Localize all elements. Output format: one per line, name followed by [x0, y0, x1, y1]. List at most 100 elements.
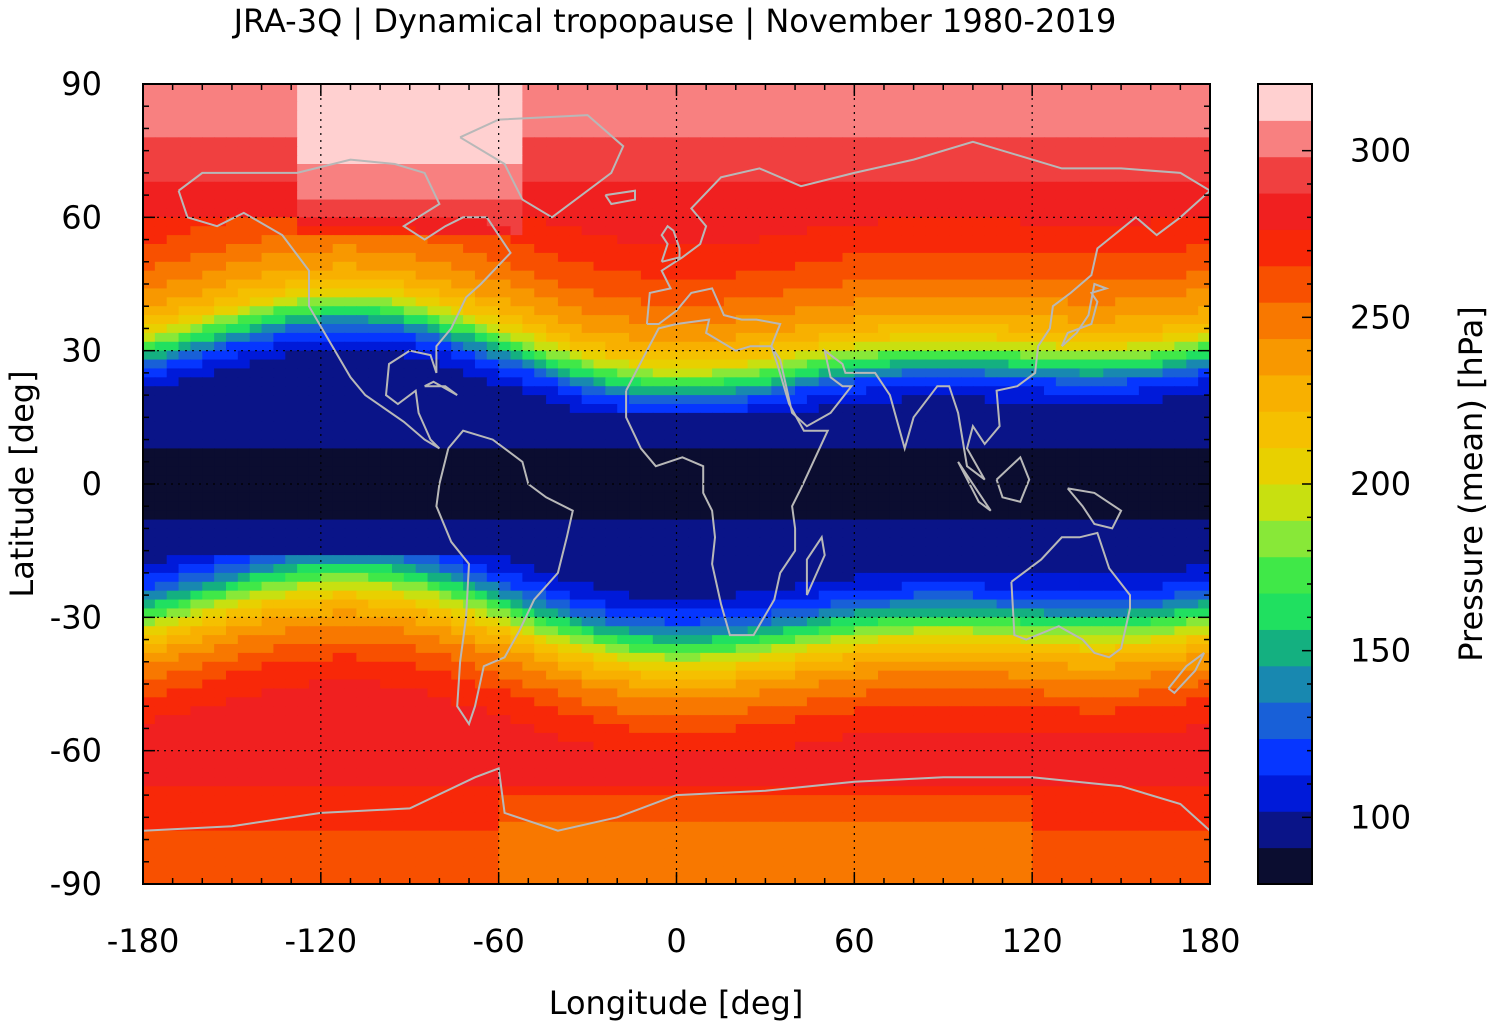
field-cell [925, 226, 938, 236]
field-cell [806, 412, 820, 423]
field-cell [214, 244, 227, 254]
field-cell [581, 501, 595, 512]
field-cell [415, 484, 429, 494]
field-cell [984, 252, 998, 263]
field-cell [427, 395, 440, 405]
field-cell [1186, 288, 1199, 298]
field-cell [806, 146, 820, 156]
field-cell [332, 261, 346, 272]
field-cell [451, 555, 464, 565]
field-cell [368, 297, 381, 307]
field-cell [795, 430, 808, 441]
field-cell [474, 270, 488, 281]
field-cell [1198, 226, 1210, 236]
field-cell [439, 528, 452, 538]
field-cell [652, 252, 666, 263]
field-cell [984, 146, 998, 156]
field-cell [474, 101, 488, 112]
field-cell [332, 84, 346, 94]
field-cell [1174, 137, 1187, 147]
field-cell [676, 501, 689, 512]
field-cell [996, 359, 1010, 370]
field-cell [783, 92, 796, 103]
field-cell [498, 155, 512, 165]
field-cell [1198, 208, 1210, 218]
field-cell [451, 164, 464, 174]
field-cell [1079, 439, 1093, 450]
field-cell [534, 226, 547, 236]
field-cell [1032, 555, 1045, 565]
field-cell [356, 404, 369, 414]
field-cell [546, 92, 559, 103]
field-cell [949, 484, 962, 494]
field-cell [415, 546, 429, 556]
field-cell [166, 528, 180, 538]
field-cell [1186, 297, 1199, 307]
field-cell [972, 84, 986, 94]
field-cell [972, 492, 986, 503]
field-cell [498, 448, 512, 458]
field-cell [249, 501, 263, 512]
field-cell [889, 164, 903, 174]
field-cell [937, 235, 950, 245]
field-cell [356, 235, 369, 245]
field-cell [1032, 226, 1045, 236]
field-cell [202, 377, 215, 387]
field-cell [1162, 421, 1176, 432]
field-cell [344, 368, 357, 378]
field-cell [842, 244, 855, 254]
field-cell [510, 172, 523, 183]
field-cell [878, 92, 891, 103]
field-cell [996, 119, 1010, 130]
field-cell [629, 261, 642, 272]
field-cell [214, 439, 227, 450]
field-cell [1115, 368, 1128, 378]
field-cell [261, 306, 275, 316]
field-cell [1162, 252, 1176, 263]
field-cell [154, 190, 168, 201]
field-cell [818, 510, 832, 521]
field-cell [937, 395, 950, 405]
field-cell [1020, 421, 1033, 432]
field-cell [1008, 546, 1021, 556]
field-cell [925, 84, 938, 94]
field-cell [842, 84, 855, 94]
field-cell [368, 510, 381, 521]
field-cell [1079, 288, 1093, 298]
field-cell [688, 537, 701, 547]
field-cell [308, 395, 322, 405]
field-cell [1150, 146, 1164, 156]
field-cell [783, 421, 796, 432]
field-cell [403, 110, 417, 121]
field-cell [320, 341, 334, 352]
field-cell [889, 101, 903, 112]
field-cell [1174, 324, 1187, 334]
field-cell [344, 261, 357, 272]
field-cell [581, 164, 595, 174]
field-cell [166, 110, 180, 121]
field-cell [1055, 199, 1069, 210]
field-cell [546, 324, 559, 334]
field-cell [771, 501, 784, 512]
field-cell [1138, 244, 1152, 254]
field-cell [391, 555, 405, 565]
field-cell [901, 368, 915, 378]
field-cell [178, 466, 192, 476]
field-cell [605, 226, 618, 236]
field-cell [795, 288, 808, 298]
field-cell [202, 297, 215, 307]
field-cell [190, 110, 203, 121]
field-cell [1127, 546, 1140, 556]
field-cell [249, 404, 263, 414]
field-cell [1044, 252, 1057, 263]
field-cell [1186, 564, 1199, 574]
field-cell [1067, 421, 1081, 432]
field-cell [534, 190, 547, 201]
field-cell [949, 386, 962, 396]
field-cell [225, 332, 239, 343]
field-cell [925, 164, 938, 174]
field-cell [747, 235, 761, 245]
field-cell [166, 270, 180, 281]
field-cell [1044, 475, 1057, 485]
field-cell [759, 235, 772, 245]
